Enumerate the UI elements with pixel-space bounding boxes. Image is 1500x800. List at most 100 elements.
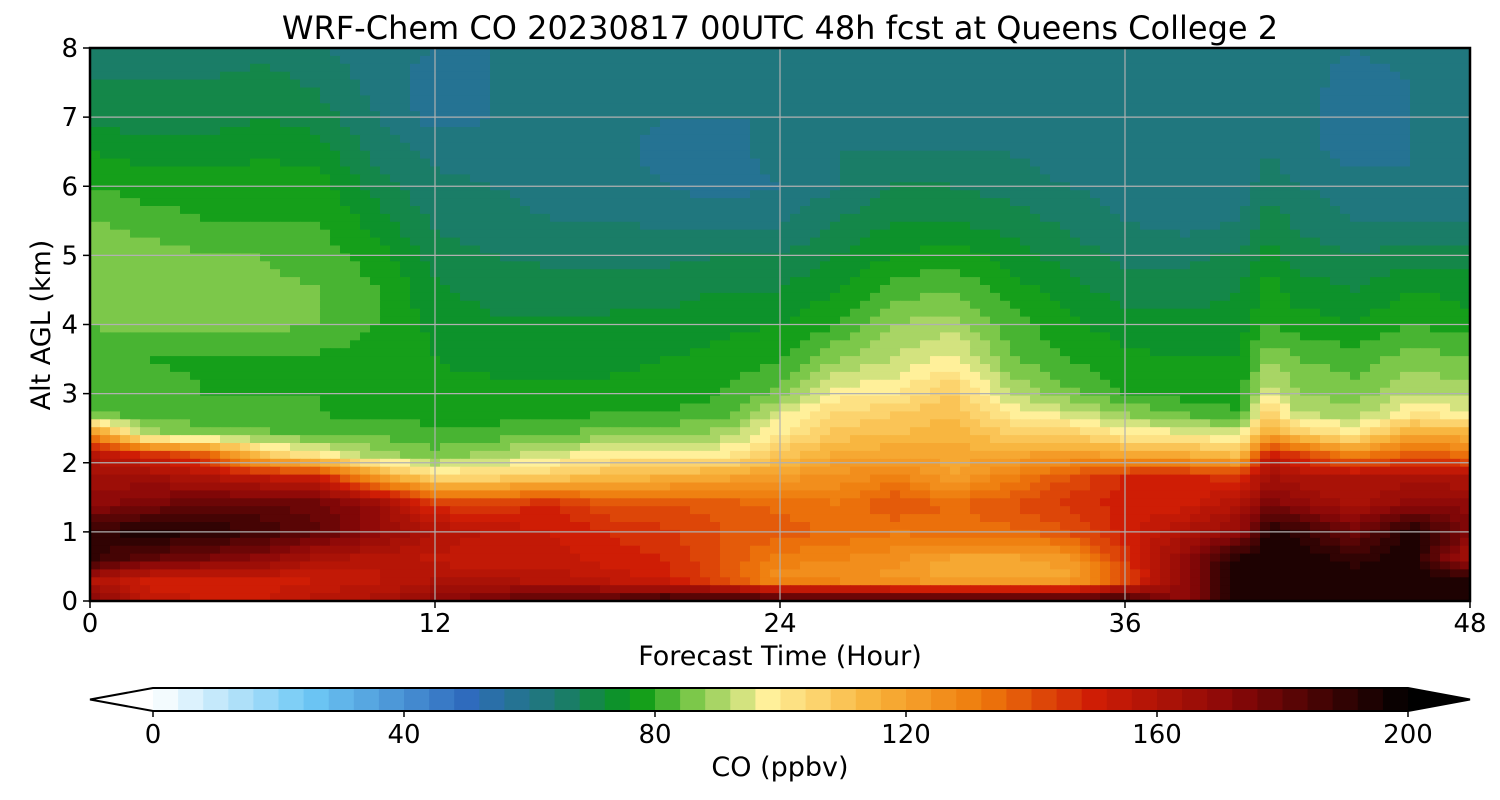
heat-cell: [890, 63, 901, 73]
heat-cell: [590, 134, 601, 144]
heat-cell: [840, 174, 851, 183]
heat-cell: [480, 142, 491, 152]
heat-cell: [720, 221, 731, 231]
heat-cell: [380, 316, 391, 326]
heat-cell: [410, 174, 421, 183]
heat-cell: [660, 277, 671, 286]
heat-cell: [300, 71, 311, 81]
heat-cell: [1220, 79, 1231, 89]
heat-cell: [140, 292, 151, 302]
heat-cell: [1430, 198, 1441, 207]
heat-cell: [780, 95, 791, 104]
heat-cell: [800, 261, 811, 270]
heat-cell: [130, 48, 141, 57]
heat-cell: [1400, 48, 1411, 57]
heat-cell: [810, 292, 821, 302]
heat-cell: [770, 174, 781, 183]
heat-cell: [1190, 166, 1201, 175]
heat-cell: [420, 229, 431, 239]
heat-cell: [210, 119, 221, 128]
heat-cell: [970, 134, 981, 144]
heat-cell: [940, 229, 951, 239]
heat-cell: [810, 87, 821, 96]
heat-cell: [150, 229, 161, 239]
heat-cell: [190, 308, 201, 318]
heat-cell: [1210, 190, 1221, 199]
heat-cell: [700, 150, 711, 160]
heat-cell: [760, 142, 771, 152]
heat-cell: [110, 134, 121, 144]
heat-cell: [850, 166, 861, 175]
heat-cell: [630, 277, 641, 286]
heat-cell: [490, 261, 501, 270]
heat-cell: [100, 142, 111, 152]
heat-cell: [1270, 174, 1281, 183]
heat-cell: [520, 213, 531, 223]
heat-cell: [900, 174, 911, 183]
heat-cell: [160, 158, 171, 168]
heat-cell: [1380, 79, 1391, 89]
heat-cell: [1290, 111, 1301, 120]
heat-cell: [660, 166, 671, 175]
heat-cell: [210, 253, 221, 262]
heat-cell: [660, 134, 671, 144]
heat-cell: [170, 190, 181, 199]
heat-cell: [460, 237, 471, 247]
heat-cell: [1370, 119, 1381, 128]
heat-cell: [730, 253, 741, 262]
heat-cell: [1010, 285, 1021, 294]
heat-cell: [1240, 111, 1251, 120]
heat-cell: [230, 332, 241, 341]
heat-cell: [660, 285, 671, 294]
heat-cell: [1020, 127, 1031, 136]
heat-cell: [1170, 127, 1181, 136]
heat-cell: [1090, 198, 1101, 207]
heat-cell: [130, 253, 141, 262]
heat-cell: [1180, 213, 1191, 223]
heat-cell: [930, 285, 941, 294]
heat-cell: [800, 229, 811, 239]
heat-cell: [580, 245, 591, 254]
heat-cell: [100, 166, 111, 175]
heat-cell: [1030, 87, 1041, 96]
heat-cell: [1340, 237, 1351, 247]
heat-cell: [1430, 142, 1441, 152]
heat-cell: [730, 174, 741, 183]
heat-cell: [340, 277, 351, 286]
heat-cell: [110, 316, 121, 326]
heat-cell: [1090, 324, 1101, 333]
heat-cell: [750, 111, 761, 120]
heat-cell: [300, 221, 311, 231]
heat-cell: [1320, 190, 1331, 199]
heat-cell: [370, 237, 381, 247]
heat-cell: [370, 277, 381, 286]
heat-cell: [440, 245, 451, 254]
heat-cell: [1050, 229, 1061, 239]
heat-cell: [990, 316, 1001, 326]
heat-cell: [1400, 285, 1411, 294]
heat-cell: [310, 150, 321, 160]
heat-cell: [650, 158, 661, 168]
heat-cell: [420, 308, 431, 318]
heat-cell: [540, 142, 551, 152]
heat-cell: [1140, 71, 1151, 81]
heat-cell: [630, 150, 641, 160]
heat-cell: [840, 142, 851, 152]
heat-cell: [1050, 198, 1061, 207]
heat-cell: [1290, 292, 1301, 302]
heat-cell: [820, 285, 831, 294]
heat-cell: [1110, 134, 1121, 144]
heat-cell: [960, 300, 971, 310]
heat-cell: [240, 142, 251, 152]
heat-cell: [1160, 285, 1171, 294]
heat-cell: [260, 308, 271, 318]
heat-cell: [1100, 245, 1111, 254]
heat-cell: [780, 103, 791, 112]
heat-cell: [750, 166, 761, 175]
heat-cell: [1310, 261, 1321, 270]
heat-cell: [1100, 111, 1111, 120]
heat-cell: [730, 213, 741, 223]
heat-cell: [210, 332, 221, 341]
heat-cell: [1270, 127, 1281, 136]
heat-cell: [400, 95, 411, 104]
